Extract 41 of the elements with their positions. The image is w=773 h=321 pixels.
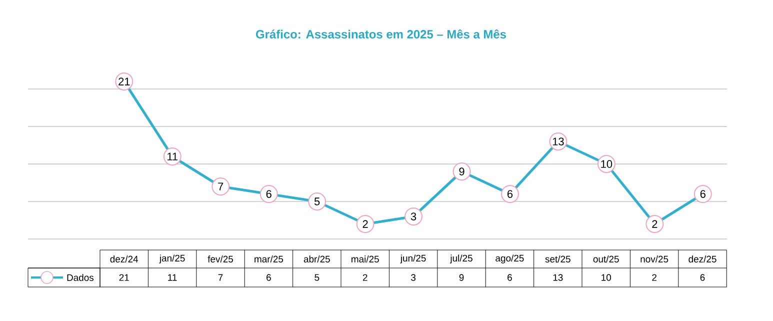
x-tick-label: jul/25 — [450, 254, 472, 264]
data-label: 21 — [119, 274, 129, 281]
data-label: 5 — [314, 274, 320, 281]
text: 6 — [507, 190, 513, 198]
text: 6 — [700, 190, 706, 198]
text: 10 — [601, 160, 612, 168]
data-label: 9 — [459, 274, 464, 281]
x-tick-label: out/25 — [593, 256, 619, 262]
text: 6 — [266, 190, 272, 198]
data-label: 6 — [266, 274, 271, 281]
x-tick-label: dez/24 — [110, 256, 138, 262]
data-label: 10 — [602, 274, 611, 281]
data-label: 2 — [652, 274, 656, 281]
data-label: 6 — [700, 274, 705, 281]
text: 7 — [218, 182, 224, 190]
x-tick-label: mai/25 — [352, 256, 379, 262]
data-label: 2 — [362, 274, 368, 281]
x-tick-label: set/25 — [545, 256, 570, 262]
x-tick-label: jan/25 — [159, 254, 185, 264]
data-label: 11 — [168, 274, 177, 281]
text: 2 — [362, 220, 368, 228]
data-label: 3 — [411, 274, 416, 281]
x-tick-label: ago/25 — [496, 254, 524, 264]
text: 5 — [314, 198, 320, 206]
data-label: 7 — [218, 274, 223, 281]
x-tick-label: fev/25 — [208, 256, 234, 262]
x-tick-label: dez/25 — [688, 256, 716, 262]
text: 9 — [459, 168, 464, 176]
chart-title: Gráfico: Assassinatos em 2025 – Mês a Mês — [256, 29, 506, 39]
x-tick-label: abr/25 — [304, 256, 330, 262]
text: 3 — [410, 212, 416, 220]
text: 13 — [552, 138, 564, 146]
x-tick-label: nov/25 — [640, 256, 668, 262]
data-label: 6 — [508, 274, 512, 281]
text: 2 — [652, 220, 658, 228]
x-tick-label: mar/25 — [254, 256, 284, 262]
text: 21 — [118, 78, 130, 86]
text: 11 — [168, 152, 178, 160]
data-label: 13 — [553, 274, 563, 281]
legend-label: Dados — [67, 274, 94, 281]
x-tick-label: jun/25 — [400, 254, 426, 264]
